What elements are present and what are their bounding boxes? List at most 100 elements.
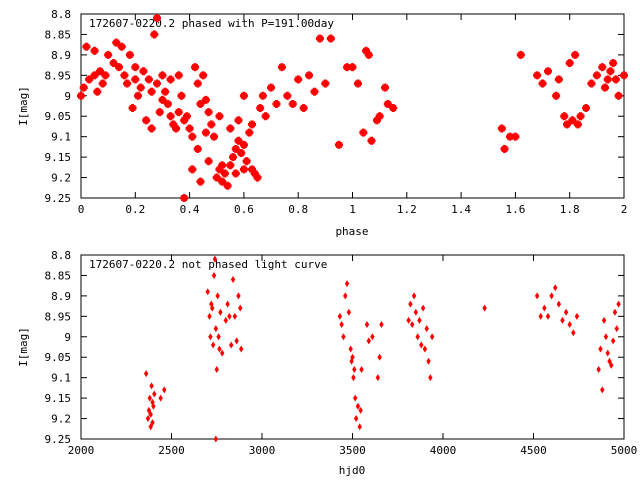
y-tick-label: 9.15 — [45, 151, 72, 164]
data-point-arm — [364, 46, 368, 55]
data-point — [422, 345, 428, 353]
data-point — [549, 292, 554, 300]
data-point-arm — [117, 63, 121, 72]
data-point — [223, 316, 228, 324]
data-point-arm — [386, 99, 390, 108]
phased-light-curve-plot: 172607-0220.2 phased with P=191.00day ph… — [17, 8, 628, 238]
data-point — [609, 361, 614, 369]
data-point — [149, 382, 154, 390]
data-point-arm — [177, 108, 181, 117]
data-point — [238, 345, 244, 353]
data-point-arm — [98, 67, 102, 76]
data-point-arm — [247, 128, 251, 137]
data-point-arm — [264, 112, 268, 121]
data-point — [145, 415, 151, 423]
data-point-arm — [84, 42, 88, 51]
data-point — [343, 292, 348, 300]
data-point-arm — [207, 157, 211, 166]
data-point-arm — [383, 83, 387, 92]
y-tick-label: 9.05 — [45, 110, 72, 123]
data-point-arm — [236, 116, 240, 125]
data-point-arm — [196, 144, 200, 153]
data-point-arm — [253, 169, 257, 178]
x-tick-label: 4500 — [520, 444, 547, 457]
y-tick-label: 8.95 — [45, 69, 72, 82]
data-point — [346, 308, 352, 316]
data-point — [341, 333, 346, 341]
data-point-arm — [255, 173, 259, 182]
data-point-arm — [562, 112, 566, 121]
data-point — [352, 365, 357, 373]
data-point — [556, 300, 562, 308]
y-tick-label: 8.95 — [45, 310, 72, 323]
data-point-arm — [190, 132, 194, 141]
data-point-arm — [242, 91, 246, 100]
x-tick-label: 3000 — [249, 444, 276, 457]
x-tick-label: 0 — [78, 203, 85, 216]
data-point-arm — [87, 75, 91, 84]
data-point — [415, 333, 420, 341]
data-point-arm — [185, 112, 189, 121]
data-point-arm — [95, 87, 99, 96]
y-tick-label: 8.85 — [45, 269, 72, 282]
data-points — [143, 255, 621, 443]
data-point — [614, 325, 619, 333]
data-point — [364, 321, 370, 329]
x-tick-label: 2500 — [158, 444, 185, 457]
data-point-arm — [93, 71, 97, 80]
x-tick-label: 2 — [621, 203, 628, 216]
data-point-arm — [250, 165, 254, 174]
unphased-light-curve-plot: 172607-0220.2 not phased light curve hjd… — [17, 249, 637, 477]
data-point-arm — [177, 71, 181, 80]
data-point-arm — [323, 79, 327, 88]
y-tick-label: 9.15 — [45, 392, 72, 405]
data-point — [236, 292, 241, 300]
data-point-arm — [220, 161, 224, 170]
data-point-arm — [155, 14, 159, 23]
y-tick-label: 9.2 — [51, 413, 71, 426]
data-point-arm — [150, 124, 154, 133]
data-point-arm — [196, 79, 200, 88]
data-point — [482, 304, 487, 312]
data-point — [148, 410, 153, 418]
data-point-arm — [93, 46, 97, 55]
data-point-arm — [188, 124, 192, 133]
data-points — [77, 14, 628, 202]
data-point-arm — [226, 181, 230, 190]
data-point — [598, 345, 603, 353]
data-point-arm — [163, 87, 167, 96]
data-point-arm — [503, 144, 507, 153]
data-point — [218, 308, 223, 316]
data-point-arm — [296, 75, 300, 84]
data-point-arm — [242, 140, 246, 149]
data-point-arm — [568, 59, 572, 68]
data-point — [545, 312, 551, 320]
data-point-arm — [122, 71, 126, 80]
data-point-arm — [212, 132, 216, 141]
data-point-arm — [573, 50, 577, 59]
data-point — [429, 333, 435, 341]
x-tick-label: 3500 — [339, 444, 366, 457]
data-point-arm — [576, 120, 580, 129]
y-tick-label: 9.1 — [51, 131, 71, 144]
data-point-arm — [565, 120, 569, 129]
data-point-arm — [101, 79, 105, 88]
x-tick-label: 4000 — [430, 444, 457, 457]
data-point — [214, 365, 219, 373]
data-point-arm — [614, 75, 618, 84]
data-point-arm — [285, 91, 289, 100]
x-tick-label: 1.8 — [560, 203, 580, 216]
data-point — [147, 394, 152, 402]
data-point-arm — [557, 75, 561, 84]
plot-frame — [80, 13, 625, 199]
data-point — [616, 300, 621, 308]
data-point-arm — [198, 177, 202, 186]
data-point — [355, 402, 361, 410]
data-point — [574, 312, 580, 320]
data-point — [162, 386, 167, 394]
data-point — [217, 345, 222, 353]
data-point-arm — [223, 169, 227, 178]
data-point-arm — [546, 67, 550, 76]
data-point — [542, 304, 547, 312]
